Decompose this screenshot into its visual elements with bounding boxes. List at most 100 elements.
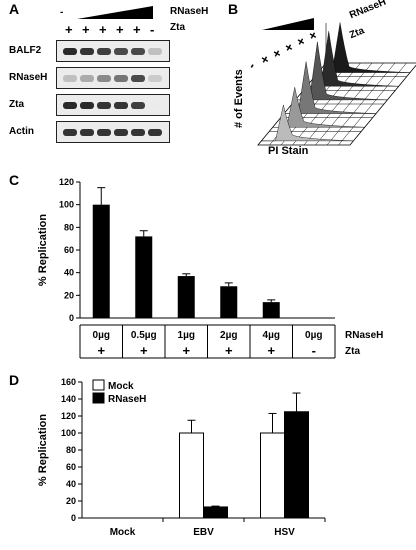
d-y-tick-label: 40 xyxy=(66,479,76,489)
c-zta-sign: + xyxy=(140,343,148,358)
d-bar xyxy=(203,506,228,519)
b-x-axis-label: PI Stain xyxy=(268,145,309,157)
c-bar xyxy=(220,286,238,318)
zta-sign: + xyxy=(133,22,141,37)
c-category-label: 4µg xyxy=(263,330,280,341)
d-y-tick-label: 100 xyxy=(61,428,76,438)
c-category-label: 0µg xyxy=(305,330,322,341)
blot-band xyxy=(131,75,145,82)
blot-strip xyxy=(56,67,170,89)
histogram-peak xyxy=(295,41,388,101)
c-y-tick-label: 40 xyxy=(64,268,74,278)
zta-sign: + xyxy=(65,22,73,37)
zta-sign: + xyxy=(99,22,107,37)
blot-band xyxy=(131,102,145,109)
c-zta-row-label: Zta xyxy=(345,346,360,357)
rnaseh-gradient-wedge xyxy=(77,6,153,19)
c-y-tick-label: 120 xyxy=(59,177,74,187)
d-legend-swatch xyxy=(92,392,105,404)
d-category-label: HSV xyxy=(274,527,295,538)
c-bar xyxy=(135,236,153,318)
d-category-label: Mock xyxy=(110,527,136,538)
histogram-peak xyxy=(284,61,377,114)
c-zta-sign: - xyxy=(312,343,316,358)
d-bar xyxy=(284,411,309,519)
c-y-tick-label: 100 xyxy=(59,200,74,210)
rnaseh-factor-label: RNaseH xyxy=(170,6,209,17)
blot-band xyxy=(148,102,162,109)
blot-band xyxy=(97,48,111,55)
c-y-axis-label: % Replication xyxy=(37,214,49,286)
blot-band xyxy=(80,48,94,55)
blot-band xyxy=(114,75,128,82)
blot-band xyxy=(131,129,145,136)
d-y-tick-label: 160 xyxy=(61,377,76,387)
histogram-peaks xyxy=(261,22,411,142)
d-y-tick-label: 140 xyxy=(61,394,76,404)
blot-band xyxy=(114,129,128,136)
zta-sign: + xyxy=(82,22,90,37)
histogram-peak xyxy=(306,31,399,87)
c-y-tick-label: 60 xyxy=(64,245,74,255)
d-y-axis-label: % Replication xyxy=(37,414,49,486)
histogram-peak xyxy=(261,104,354,142)
c-y-tick-label: 0 xyxy=(69,313,74,323)
histogram-peak xyxy=(318,22,411,73)
c-zta-sign: + xyxy=(182,343,190,358)
blot-strip xyxy=(56,121,170,143)
chart-c-replication: 0 20 40 60 80 100 120 % Replication 0µg +0.5µg +1µ… xyxy=(37,177,383,359)
c-zta-sign: + xyxy=(225,343,233,358)
zta-factor-label: Zta xyxy=(170,22,185,33)
d-bar xyxy=(260,432,285,519)
blot-band xyxy=(131,48,145,55)
d-bar xyxy=(179,432,204,519)
c-bar xyxy=(262,302,280,318)
blot-band xyxy=(114,102,128,109)
d-legend-label: Mock xyxy=(108,381,134,392)
d-y-tick-label: 60 xyxy=(66,462,76,472)
blot-strip xyxy=(56,94,170,116)
blot-band xyxy=(114,48,128,55)
blot-band xyxy=(80,102,94,109)
blot-band xyxy=(97,75,111,82)
blot-band xyxy=(148,75,162,82)
blot-band xyxy=(63,129,77,136)
blot-band xyxy=(97,129,111,136)
blot-row-label: Actin xyxy=(9,126,34,137)
blot-band xyxy=(148,129,162,136)
d-y-tick-label: 0 xyxy=(71,513,76,523)
c-category-label: 0.5µg xyxy=(131,330,157,341)
d-legend-label: RNaseH xyxy=(108,394,146,405)
d-legend-swatch xyxy=(92,379,105,391)
zta-sign: - xyxy=(150,22,155,37)
c-bar xyxy=(177,276,195,318)
blot-band xyxy=(97,102,111,109)
blot-band xyxy=(63,102,77,109)
c-y-tick-label: 80 xyxy=(64,222,74,232)
d-category-label: EBV xyxy=(193,527,214,538)
d-y-tick-label: 20 xyxy=(66,496,76,506)
c-y-tick-label: 20 xyxy=(64,290,74,300)
c-category-label: 1µg xyxy=(178,330,195,341)
blot-band xyxy=(80,129,94,136)
blot-band xyxy=(80,75,94,82)
flow-histogram-stack xyxy=(257,18,416,146)
d-y-tick-label: 80 xyxy=(66,445,76,455)
blot-strip xyxy=(56,40,170,62)
panel-label-a: A xyxy=(9,1,20,17)
blot-row-label: Zta xyxy=(9,99,24,110)
blot-row-label: RNaseH xyxy=(9,72,48,83)
b-y-axis-label: # of Events xyxy=(233,69,245,128)
panel-label-c: C xyxy=(9,172,20,188)
c-zta-sign: + xyxy=(267,343,275,358)
d-y-tick-label: 120 xyxy=(61,411,76,421)
zta-sign: + xyxy=(116,22,124,37)
rnaseh-gradient-wedge-b xyxy=(262,18,314,30)
histogram-peak xyxy=(272,87,365,128)
chart-d-replication: 0 20 40 60 80 100 120 140 160 % Replication Mock EB… xyxy=(37,377,326,538)
c-category-label: 2µg xyxy=(220,330,237,341)
rnaseh-minus-sign: - xyxy=(60,7,64,18)
c-bar xyxy=(92,204,110,318)
panel-label-b: B xyxy=(228,1,239,17)
c-zta-sign: + xyxy=(97,343,105,358)
